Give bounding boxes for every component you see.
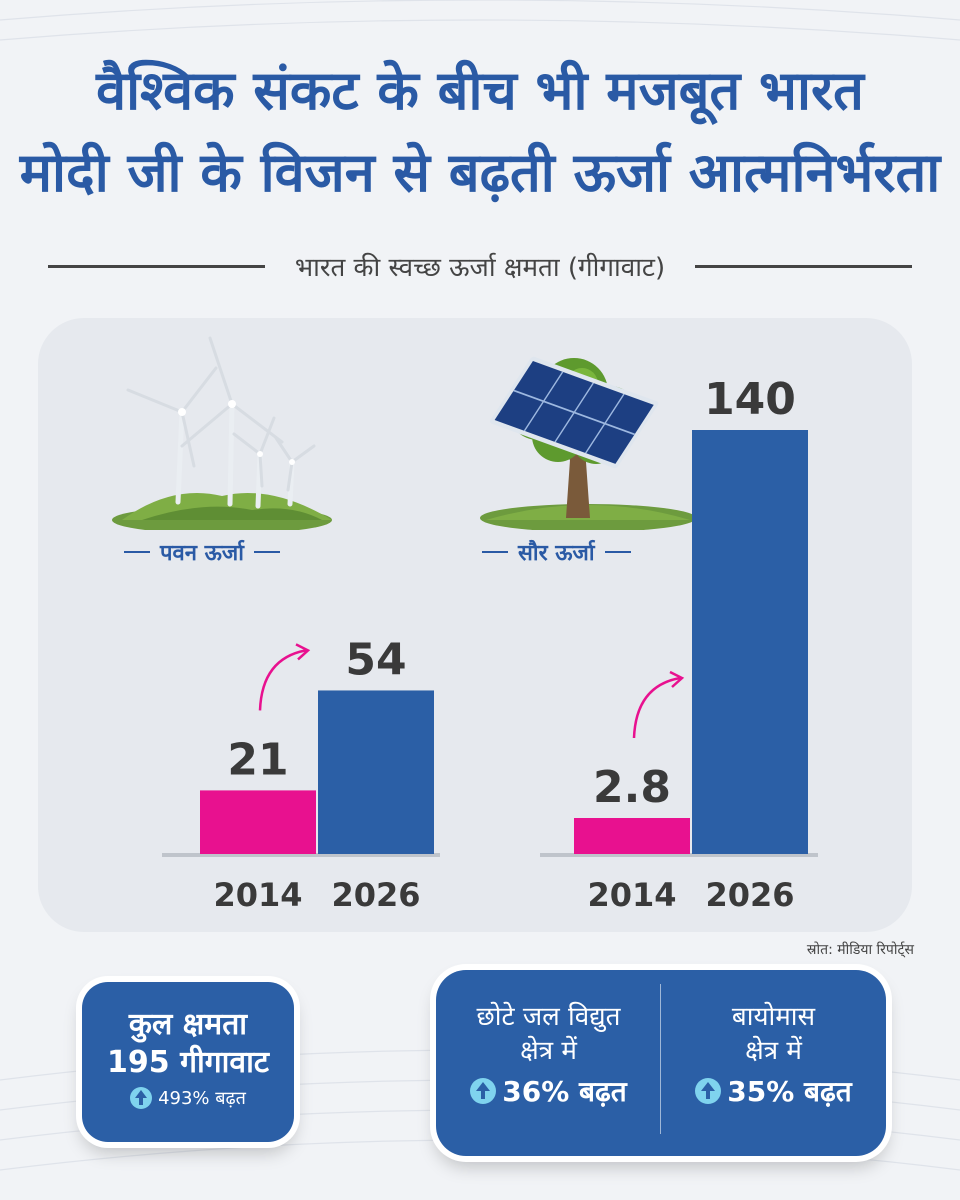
subtitle-rule-left — [48, 264, 265, 268]
label-dash — [482, 551, 508, 553]
data-label-1-0: 2.8 — [593, 762, 671, 813]
other-sectors-card: छोटे जल विद्युत क्षेत्र में 36% बढ़त बाय… — [436, 970, 886, 1156]
data-label-1-1: 140 — [704, 374, 796, 425]
arrow-up-circle-icon — [695, 1078, 722, 1104]
hydro-sector-suffix: क्षेत्र में — [520, 1036, 577, 1066]
total-capacity-label: कुल क्षमता — [128, 1007, 248, 1042]
solar-panel-tree-icon — [480, 356, 696, 530]
wind-turbine-icon — [112, 336, 332, 530]
subtitle-rule-right — [695, 264, 912, 268]
biomass-growth-text: 35% बढ़त — [727, 1075, 852, 1108]
solar-energy-label: सौर ऊर्जा — [482, 536, 631, 568]
bar-0-0 — [200, 790, 316, 854]
bar-1-0 — [574, 818, 690, 854]
hydro-sector-name: छोटे जल विद्युत — [476, 1002, 621, 1032]
label-dash — [604, 551, 631, 553]
chart-title: भारत की स्वच्छ ऊर्जा क्षमता (गीगावाट) — [294, 253, 666, 283]
arrow-up-circle-icon — [130, 1087, 153, 1109]
growth-arrowhead-0 — [295, 643, 311, 661]
biomass-sector-name: बायोमास — [731, 1002, 816, 1032]
data-label-0-1: 54 — [345, 634, 406, 685]
hydro-sector: छोटे जल विद्युत क्षेत्र में 36% बढ़त — [436, 1000, 661, 1110]
biomass-sector-suffix: क्षेत्र में — [745, 1036, 802, 1066]
data-label-0-0: 21 — [227, 734, 288, 785]
headline-line-2: मोदी जी के विजन से बढ़ती ऊर्जा आत्मनिर्भ… — [19, 141, 941, 204]
biomass-sector: बायोमास क्षेत्र में 35% बढ़त — [661, 1000, 886, 1110]
total-capacity-card: कुल क्षमता 195 गीगावाट 493% बढ़त — [82, 982, 294, 1142]
solar-energy-text: सौर ऊर्जा — [518, 541, 595, 566]
x-tick-label-0-1: 2026 — [331, 876, 420, 914]
bar-1-1 — [692, 430, 808, 854]
bar-0-1 — [318, 690, 434, 854]
biomass-growth: 35% बढ़त — [695, 1072, 852, 1110]
wind-energy-label: पवन ऊर्जा — [124, 536, 280, 568]
arrow-up-circle-icon — [470, 1078, 497, 1104]
x-tick-label-0-0: 2014 — [213, 876, 302, 914]
card-divider — [660, 984, 661, 1134]
total-growth-text: 493% बढ़त — [158, 1088, 246, 1109]
headline-line-1: वैश्विक संकट के बीच भी मजबूत भारत — [96, 59, 864, 122]
hydro-growth: 36% बढ़त — [470, 1072, 627, 1110]
total-capacity-value: 195 गीगावाट — [107, 1045, 269, 1080]
wind-energy-text: पवन ऊर्जा — [160, 541, 244, 566]
source-note: स्रोत: मीडिया रिपोर्ट्स — [806, 942, 914, 958]
label-dash — [253, 551, 280, 553]
x-tick-label-1-1: 2026 — [705, 876, 794, 914]
x-tick-label-1-0: 2014 — [587, 876, 676, 914]
label-dash — [124, 551, 150, 553]
growth-arrowhead-1 — [669, 670, 685, 688]
total-growth: 493% बढ़त — [130, 1086, 246, 1110]
growth-arrow-1 — [632, 676, 681, 739]
hydro-growth-text: 36% बढ़त — [502, 1075, 627, 1108]
chart-subtitle-row: भारत की स्वच्छ ऊर्जा क्षमता (गीगावाट) — [48, 244, 912, 288]
growth-arrow-0 — [258, 649, 307, 711]
